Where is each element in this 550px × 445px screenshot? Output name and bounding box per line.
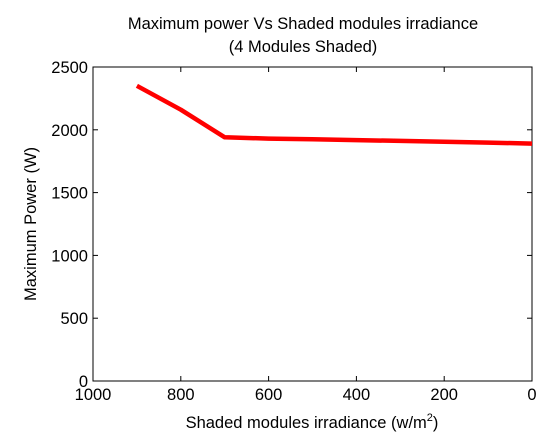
series-layer [135,83,533,146]
x-axis-label-superscript: 2 [427,412,433,424]
y-tick-label: 1500 [51,185,88,203]
y-axis-ticks: 0 500 1000 1500 2000 2500 [51,59,532,391]
chart-subtitle: (4 Modules Shaded) [229,38,378,56]
x-tick-label: 1000 [75,386,112,404]
x-tick-label: 400 [343,386,371,404]
y-tick-label: 2000 [51,122,88,140]
plot-area [92,66,533,382]
y-tick-label: 2500 [51,59,88,77]
y-tick-label: 1000 [51,247,88,265]
y-tick-label: 500 [60,310,88,328]
x-tick-label: 200 [430,386,458,404]
x-tick-label: 600 [255,386,283,404]
x-axis-label-main: Shaded modules irradiance (w/m [186,414,427,432]
series-line-0 [135,83,533,146]
y-axis-label: Maximum Power (W) [22,147,40,301]
x-axis-label: Shaded modules irradiance (w/m2) [186,412,439,432]
x-tick-label: 0 [527,386,536,404]
x-tick-label: 800 [167,386,195,404]
chart-title: Maximum power Vs Shaded modules irradian… [128,15,478,33]
x-axis-label-close: ) [433,414,439,432]
y-tick-label: 0 [79,373,88,391]
x-axis-ticks: 1000 800 600 400 200 0 [75,67,537,404]
